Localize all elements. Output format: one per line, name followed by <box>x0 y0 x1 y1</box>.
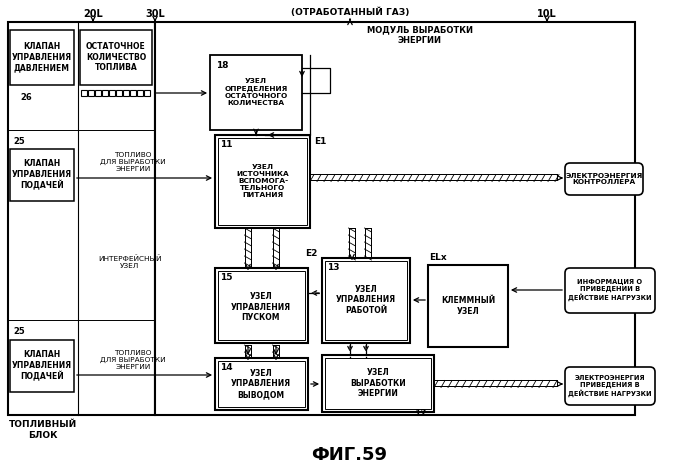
Text: УЗЕЛ
ИСТОЧНИКА
ВСПОМОГА-
ТЕЛЬНОГО
ПИТАНИЯ: УЗЕЛ ИСТОЧНИКА ВСПОМОГА- ТЕЛЬНОГО ПИТАНИ… <box>237 164 289 198</box>
Text: ФИГ.59: ФИГ.59 <box>311 446 387 464</box>
Bar <box>95 90 101 96</box>
Bar <box>245 346 250 357</box>
Text: КЛАПАН
УПРАВЛЕНИЯ
ПОДАЧЕЙ: КЛАПАН УПРАВЛЕНИЯ ПОДАЧЕЙ <box>12 350 72 382</box>
Bar <box>310 174 558 182</box>
Bar <box>366 229 370 257</box>
Text: 18: 18 <box>216 61 229 70</box>
Text: ЭЛЕКТРОЭНЕРГИЯ
КОНТРОЛЛЕРА: ЭЛЕКТРОЭНЕРГИЯ КОНТРОЛЛЕРА <box>565 173 642 186</box>
Text: (ОТРАБОТАННЫЙ ГАЗ): (ОТРАБОТАННЫЙ ГАЗ) <box>291 7 409 17</box>
Bar <box>434 380 558 387</box>
Bar <box>349 228 356 258</box>
Text: 12: 12 <box>414 408 426 417</box>
Bar <box>215 268 308 343</box>
FancyBboxPatch shape <box>565 367 655 405</box>
Bar <box>130 90 136 96</box>
Text: 14: 14 <box>220 363 233 372</box>
Bar <box>210 55 302 130</box>
Bar <box>215 358 308 410</box>
Bar <box>218 361 305 407</box>
Bar <box>245 228 252 268</box>
Text: 13: 13 <box>327 263 340 272</box>
Text: 30L: 30L <box>145 9 165 19</box>
Text: УЗЕЛ
УПРАВЛЕНИЯ
ВЫВОДОМ: УЗЕЛ УПРАВЛЕНИЯ ВЫВОДОМ <box>231 369 291 399</box>
Bar <box>10 149 74 201</box>
Text: 20L: 20L <box>83 9 103 19</box>
Text: ТОПЛИВО
ДЛЯ ВЫРАБОТКИ
ЭНЕРГИИ: ТОПЛИВО ДЛЯ ВЫРАБОТКИ ЭНЕРГИИ <box>100 350 166 370</box>
Bar <box>322 355 434 412</box>
Bar <box>218 271 305 340</box>
Text: ОСТАТОЧНОЕ
КОЛИЧЕСТВО
ТОПЛИВА: ОСТАТОЧНОЕ КОЛИЧЕСТВО ТОПЛИВА <box>86 42 146 72</box>
Text: УЗЕЛ
УПРАВЛЕНИЯ
ПУСКОМ: УЗЕЛ УПРАВЛЕНИЯ ПУСКОМ <box>231 292 291 322</box>
Text: УЗЕЛ
ВЫРАБОТКИ
ЭНЕРГИИ: УЗЕЛ ВЫРАБОТКИ ЭНЕРГИИ <box>350 368 406 398</box>
Text: КЛАПАН
УПРАВЛЕНИЯ
ПОДАЧЕЙ: КЛАПАН УПРАВЛЕНИЯ ПОДАЧЕЙ <box>12 159 72 190</box>
Bar <box>215 135 310 228</box>
Text: УЗЕЛ
УПРАВЛЕНИЯ
РАБОТОЙ: УЗЕЛ УПРАВЛЕНИЯ РАБОТОЙ <box>336 285 396 315</box>
Text: 25: 25 <box>13 327 25 336</box>
Bar <box>80 30 152 85</box>
Text: 11: 11 <box>220 140 233 149</box>
Text: ELx: ELx <box>429 252 447 262</box>
Text: КЛАПАН
УПРАВЛЕНИЯ
ДАВЛЕНИЕМ: КЛАПАН УПРАВЛЕНИЯ ДАВЛЕНИЕМ <box>12 42 72 72</box>
Text: 10L: 10L <box>537 9 557 19</box>
Bar <box>116 90 122 96</box>
Text: ТОПЛИВО
ДЛЯ ВЫРАБОТКИ
ЭНЕРГИИ: ТОПЛИВО ДЛЯ ВЫРАБОТКИ ЭНЕРГИИ <box>100 152 166 172</box>
Bar <box>10 30 74 85</box>
Bar <box>273 228 280 268</box>
Bar <box>88 90 94 96</box>
Bar <box>350 229 354 257</box>
Text: ИНФОРМАЦИЯ О
ПРИВЕДЕНИИ В
ДЕЙСТВИЕ НАГРУЗКИ: ИНФОРМАЦИЯ О ПРИВЕДЕНИИ В ДЕЙСТВИЕ НАГРУ… <box>568 279 651 301</box>
Bar <box>245 229 250 267</box>
Text: МОДУЛЬ ВЫРАБОТКИ
ЭНЕРГИИ: МОДУЛЬ ВЫРАБОТКИ ЭНЕРГИИ <box>367 25 473 45</box>
Bar <box>428 265 508 347</box>
Bar <box>325 261 407 340</box>
Text: 26: 26 <box>20 92 32 101</box>
Text: ИНТЕРФЕЙСНЫЙ
УЗЕЛ: ИНТЕРФЕЙСНЫЙ УЗЕЛ <box>99 255 161 269</box>
Text: 15: 15 <box>220 273 233 282</box>
Bar <box>109 90 115 96</box>
Bar <box>245 345 252 358</box>
Bar <box>273 345 280 358</box>
Bar <box>155 22 635 415</box>
Text: E1: E1 <box>314 136 326 145</box>
Bar <box>10 340 74 392</box>
Bar <box>273 229 278 267</box>
Text: УЗЕЛ
ОПРЕДЕЛЕНИЯ
ОСТАТОЧНОГО
КОЛИЧЕСТВА: УЗЕЛ ОПРЕДЕЛЕНИЯ ОСТАТОЧНОГО КОЛИЧЕСТВА <box>224 78 287 106</box>
Bar <box>144 90 150 96</box>
Bar <box>322 258 410 343</box>
Text: 25: 25 <box>13 137 25 146</box>
Bar <box>137 90 143 96</box>
Bar <box>81 90 87 96</box>
Bar <box>364 228 371 258</box>
Text: КЛЕММНЫЙ
УЗЕЛ: КЛЕММНЫЙ УЗЕЛ <box>441 296 495 316</box>
Bar <box>273 346 278 357</box>
Bar <box>8 22 155 415</box>
Text: ЭЛЕКТРОЭНЕРГИЯ
ПРИВЕДЕНИЯ В
ДЕЙСТВИЕ НАГРУЗКИ: ЭЛЕКТРОЭНЕРГИЯ ПРИВЕДЕНИЯ В ДЕЙСТВИЕ НАГ… <box>568 375 651 397</box>
Bar <box>218 138 307 225</box>
Bar <box>123 90 129 96</box>
FancyBboxPatch shape <box>565 163 643 195</box>
Bar <box>435 381 557 386</box>
Bar <box>311 175 557 181</box>
Bar <box>325 358 431 409</box>
Bar <box>102 90 108 96</box>
Text: ТОПЛИВНЫЙ
БЛОК: ТОПЛИВНЫЙ БЛОК <box>9 420 77 440</box>
Text: E2: E2 <box>305 250 317 258</box>
FancyBboxPatch shape <box>565 268 655 313</box>
